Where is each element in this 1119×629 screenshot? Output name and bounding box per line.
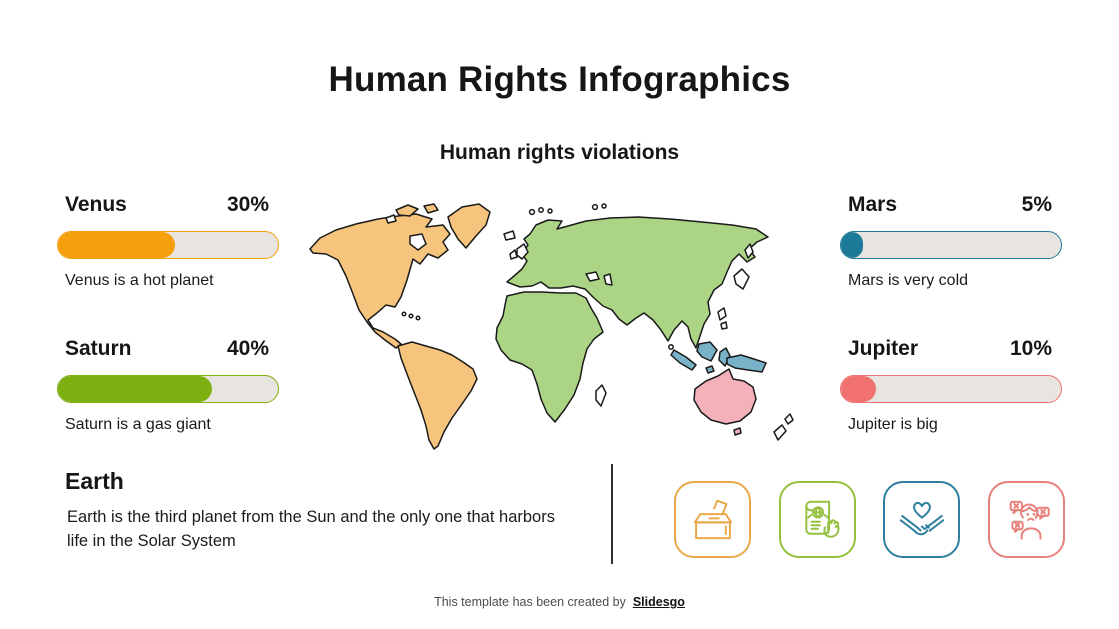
stat-caption: Mars is very cold [848,272,969,289]
world-map [298,192,828,450]
progress-bar-mars [840,231,1062,259]
stat-caption: Venus is a hot planet [65,272,214,289]
page-title: Human Rights Infographics [328,60,791,99]
stat-block-venus: Venus 30% Venus is a hot planet [57,192,279,290]
slidesgo-link[interactable]: Slidesgo [632,595,685,609]
continent-australia [693,368,757,436]
stat-caption: Saturn is a gas giant [65,416,211,433]
stat-name: Jupiter [848,337,919,360]
progress-fill [841,376,877,402]
vertical-divider [611,464,613,564]
progress-bar-saturn [57,375,279,403]
region-southeast-asia [670,341,767,374]
progress-bar-jupiter [840,375,1062,403]
stat-caption: Jupiter is big [848,416,938,433]
earth-description: Earth is the third planet from the Sun a… [67,508,555,550]
map-subtitle: Human rights violations [439,141,680,164]
stat-block-mars: Mars 5% Mars is very cold [840,192,1062,290]
stat-percent: 40% [226,337,269,360]
earth-title: Earth [65,468,124,494]
stat-block-saturn: Saturn 40% Saturn is a gas giant [57,336,279,434]
earth-block: Earth Earth is the third planet from the… [65,468,570,553]
discrimination-speech-glyph [1009,500,1050,540]
stat-name: Mars [848,193,898,216]
ballot-box-icon [674,481,751,558]
declaration-scroll-icon [779,481,856,558]
footer-text: This template has been created by [434,595,626,609]
islands-and-seas [385,203,794,441]
progress-bar-venus [57,231,279,259]
declaration-scroll-glyph [804,500,839,538]
handshake-heart-glyph [899,501,944,535]
stat-name: Venus [65,193,127,216]
stat-block-jupiter: Jupiter 10% Jupiter is big [840,336,1062,434]
stat-percent: 30% [226,193,269,216]
continent-eurasia-africa [495,216,769,423]
world-map-svg [309,203,794,450]
stat-percent: 5% [1021,193,1052,216]
progress-fill [58,376,212,402]
ballot-box-glyph [693,499,732,539]
continent-americas [309,203,491,450]
stat-name: Saturn [65,337,132,360]
progress-fill [58,232,175,258]
footer-credit: This template has been created by Slides… [0,595,1119,609]
progress-fill [841,232,863,258]
handshake-heart-icon [883,481,960,558]
stat-percent: 10% [1009,337,1052,360]
discrimination-speech-icon [988,481,1065,558]
